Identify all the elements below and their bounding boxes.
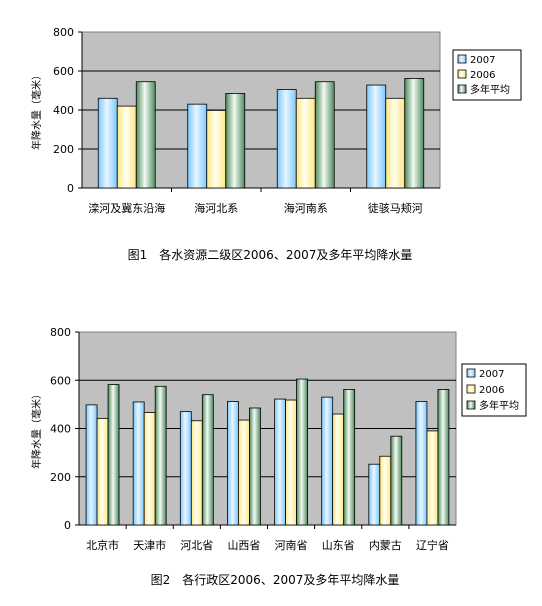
y-tick-label: 400 (53, 104, 74, 117)
bar-2006-7 (426, 430, 439, 526)
x-category-label: 徒骇马颊河 (368, 201, 423, 215)
bar-2007-2 (179, 411, 192, 526)
bar-2006-1 (143, 412, 156, 526)
x-category-label: 北京市 (86, 538, 119, 552)
bar-2006-5 (332, 413, 345, 526)
legend-label: 多年平均 (470, 83, 510, 96)
chart-2-legend: 2007 2006 多年平均 (461, 363, 527, 417)
x-category-label: 山西省 (227, 539, 260, 552)
bar-2007-0 (85, 404, 98, 526)
chart-2-y-axis-label: 年降水量（毫米） (30, 389, 43, 469)
bar-2006-1 (206, 109, 227, 189)
chart-2-plot: 0 200 400 600 800 北京市 天津市 河北省 山西省 河南省 山东省 内蒙古 辽宁省 (50, 326, 457, 552)
bar-2006-4 (285, 399, 297, 526)
y-tick-label: 200 (50, 471, 71, 484)
bar-avg-5 (343, 389, 356, 526)
bar-2006-0 (96, 417, 109, 526)
y-tick-label: 800 (50, 326, 71, 339)
y-tick-label: 0 (67, 182, 74, 195)
bar-2007-2 (276, 89, 297, 189)
bar-2006-0 (116, 105, 137, 189)
legend-swatch (466, 384, 476, 394)
bar-avg-1 (225, 93, 246, 189)
bar-avg-3 (249, 407, 261, 526)
bar-avg-6 (390, 435, 403, 526)
x-category-label: 天津市 (133, 538, 166, 552)
x-category-label: 内蒙古 (369, 538, 402, 552)
y-tick-label: 200 (53, 143, 74, 156)
bar-2006-6 (379, 455, 392, 526)
legend-swatch (466, 400, 476, 410)
legend-swatch (457, 54, 467, 64)
bar-2006-3 (238, 419, 250, 526)
legend-label: 2007 (470, 55, 495, 66)
legend-swatch (457, 84, 467, 94)
bar-avg-0 (107, 384, 120, 526)
bar-avg-2 (314, 81, 335, 189)
bar-2006-2 (295, 97, 316, 189)
chart-1-legend: 2007 2006 多年平均 (452, 49, 522, 101)
chart-2-caption: 图2 各行政区2006、2007及多年平均降水量 (151, 572, 400, 587)
y-tick-label: 600 (50, 374, 71, 387)
bar-2007-6 (368, 463, 381, 526)
legend-label: 2006 (470, 70, 495, 81)
x-category-label: 海河北系 (194, 201, 238, 215)
x-category-label: 山东省 (322, 539, 355, 552)
chart-1-plot: 0 200 400 600 800 滦河及冀东沿海 海河北系 海河南系 徒骇马颊河 (53, 26, 441, 215)
bar-avg-4 (296, 378, 308, 526)
y-tick-label: 600 (53, 65, 74, 78)
bar-2007-3 (227, 401, 239, 526)
x-category-label: 河南省 (275, 539, 308, 552)
x-category-label: 河北省 (180, 539, 213, 552)
legend-label: 2006 (479, 385, 504, 396)
chart-1: 0 200 400 600 800 滦河及冀东沿海 海河北系 海河南系 徒骇马颊河 年降水量（毫… (30, 26, 522, 262)
chart-1-y-axis-label: 年降水量（毫米） (30, 70, 43, 150)
bar-2006-2 (190, 420, 203, 526)
bar-avg-0 (135, 81, 156, 189)
y-tick-label: 400 (50, 423, 71, 436)
x-category-label: 滦河及冀东沿海 (88, 201, 165, 215)
x-category-label: 辽宁省 (416, 538, 449, 552)
bar-2007-4 (274, 398, 286, 526)
bar-2007-1 (132, 401, 145, 526)
legend-swatch (466, 368, 476, 378)
bar-avg-2 (201, 394, 214, 526)
bar-avg-3 (404, 78, 425, 189)
legend-label: 多年平均 (479, 399, 519, 412)
bar-2007-1 (187, 103, 208, 189)
y-tick-label: 800 (53, 26, 74, 39)
bar-2006-3 (385, 97, 406, 189)
y-tick-label: 0 (64, 519, 71, 532)
bar-2007-7 (415, 401, 428, 526)
x-category-label: 海河南系 (284, 201, 328, 215)
legend-label: 2007 (479, 369, 504, 380)
chart-2: 0 200 400 600 800 北京市 天津市 河北省 山西省 河南省 山东省 内蒙古 辽宁省 年降… (30, 326, 527, 587)
bar-2007-5 (321, 396, 334, 526)
bar-avg-1 (154, 385, 167, 526)
bar-2007-0 (97, 97, 118, 189)
chart-1-caption: 图1 各水资源二级区2006、2007及多年平均降水量 (128, 247, 413, 262)
bar-2007-3 (366, 84, 387, 189)
legend-swatch (457, 69, 467, 79)
bar-avg-7 (437, 389, 450, 526)
